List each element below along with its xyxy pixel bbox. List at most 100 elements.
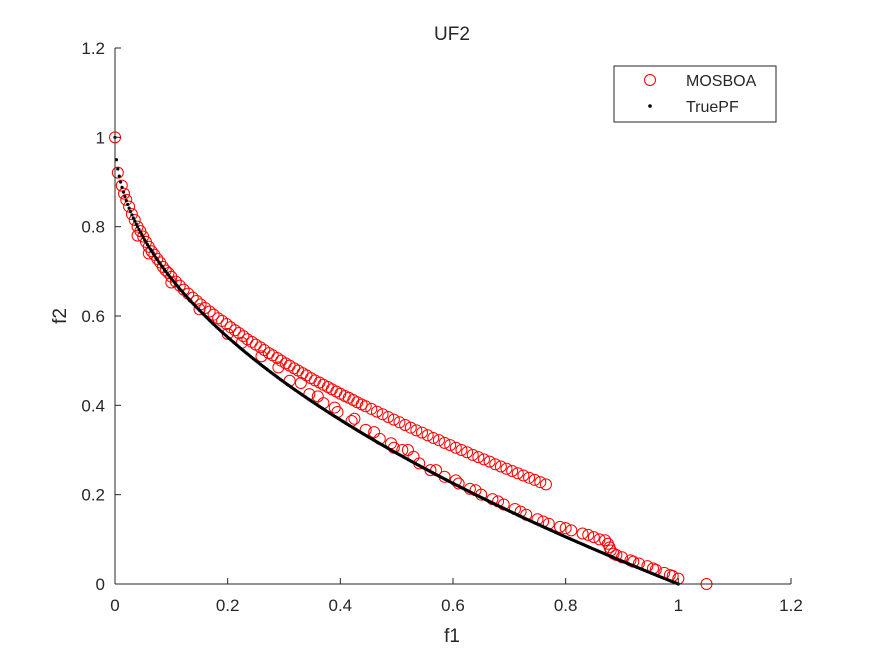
truepf-point bbox=[124, 198, 128, 203]
truepf-point bbox=[131, 216, 135, 220]
x-tick-label: 0 bbox=[110, 596, 119, 615]
mosboa-point bbox=[148, 248, 161, 261]
mosboa-point bbox=[559, 522, 572, 535]
x-tick-label: 1 bbox=[674, 596, 683, 615]
x-tick-label: 1.2 bbox=[779, 596, 803, 615]
mosboa-point bbox=[565, 524, 578, 537]
legend-marker-truepf bbox=[648, 104, 652, 108]
mosboa-point bbox=[254, 341, 267, 354]
truepf-point bbox=[119, 180, 123, 184]
mosboa-point bbox=[125, 208, 138, 221]
mosboa-point bbox=[539, 478, 552, 491]
truepf-point bbox=[143, 238, 147, 242]
mosboa-point bbox=[199, 301, 212, 314]
plot-area bbox=[109, 131, 713, 590]
mosboa-point bbox=[255, 350, 268, 363]
mosboa-point bbox=[272, 361, 285, 374]
mosboa-point bbox=[593, 533, 606, 546]
mosboa-point bbox=[118, 187, 131, 200]
mosboa-point bbox=[494, 460, 507, 473]
mosboa-point bbox=[599, 534, 612, 547]
x-tick-label: 0.2 bbox=[216, 596, 240, 615]
mosboa-point bbox=[120, 193, 133, 206]
truepf-point bbox=[116, 167, 120, 171]
mosboa-point bbox=[376, 408, 389, 421]
mosboa-point bbox=[461, 446, 474, 459]
legend-label-mosboa: MOSBOA bbox=[686, 73, 757, 90]
legend-box bbox=[613, 65, 777, 123]
y-axis-label: f2 bbox=[50, 308, 71, 324]
mosboa-point bbox=[582, 528, 595, 541]
truepf-point bbox=[134, 222, 138, 226]
mosboa-point bbox=[359, 400, 372, 413]
mosboa-point bbox=[370, 405, 383, 418]
mosboa-point bbox=[404, 421, 417, 434]
truepf-point bbox=[140, 233, 144, 237]
y-tick-label: 0.6 bbox=[81, 307, 105, 326]
mosboa-point bbox=[416, 426, 429, 439]
mosboa-point bbox=[193, 303, 206, 316]
mosboa-point bbox=[410, 424, 423, 437]
mosboa-point bbox=[432, 434, 445, 447]
mosboa-point bbox=[477, 453, 490, 466]
mosboa-point bbox=[472, 451, 485, 464]
mosboa-point bbox=[466, 448, 479, 461]
y-tick-label: 1.2 bbox=[81, 39, 105, 58]
x-axis-label: f1 bbox=[444, 626, 460, 647]
truepf-point bbox=[127, 206, 131, 210]
mosboa-point bbox=[528, 473, 541, 486]
mosboa-point bbox=[220, 318, 233, 331]
truepf-point bbox=[137, 227, 141, 232]
y-tick-label: 0.8 bbox=[81, 218, 105, 237]
truepf-point bbox=[145, 242, 150, 247]
truepf-point bbox=[138, 230, 143, 234]
mosboa-point bbox=[554, 520, 567, 533]
truepf-point bbox=[123, 194, 127, 199]
mosboa-point bbox=[382, 410, 395, 423]
x-tick-label: 0.6 bbox=[441, 596, 465, 615]
mosboa-point bbox=[393, 416, 406, 429]
mosboa-point bbox=[294, 377, 307, 389]
truepf-point bbox=[135, 225, 140, 229]
mosboa-point bbox=[151, 252, 164, 265]
truepf-point bbox=[126, 202, 130, 207]
mosboa-point bbox=[348, 412, 361, 425]
mosboa-point bbox=[173, 279, 186, 292]
mosboa-point bbox=[489, 458, 502, 471]
x-tick-label: 0.8 bbox=[554, 596, 578, 615]
x-tick-label: 0.4 bbox=[329, 596, 353, 615]
mosboa-point bbox=[506, 464, 519, 477]
mosboa-point bbox=[587, 531, 600, 544]
axes: 0 0.2 0.4 0.6 0.8 1 1.2 0 0.2 0.4 0.6 0.8 1 1.2 bbox=[81, 39, 802, 615]
truepf-point bbox=[133, 219, 137, 223]
mosboa-point bbox=[511, 467, 524, 480]
mosboa-point bbox=[212, 312, 225, 325]
mosboa-point bbox=[128, 213, 141, 226]
mosboa-point bbox=[245, 335, 258, 348]
mosboa-point bbox=[483, 455, 496, 468]
mosboa-point bbox=[368, 426, 381, 439]
mosboa-point bbox=[523, 471, 536, 484]
mosboa-point bbox=[517, 469, 530, 482]
mosboa-point bbox=[387, 413, 400, 426]
legend-label-truepf: TruePF bbox=[686, 99, 739, 116]
mosboa-point bbox=[169, 275, 182, 288]
mosboa-point bbox=[207, 308, 220, 321]
truepf-point bbox=[114, 158, 119, 162]
y-tick-label: 0.2 bbox=[81, 486, 105, 505]
mosboa-point bbox=[455, 444, 468, 456]
mosboa-point bbox=[438, 436, 451, 449]
y-tick-label: 0 bbox=[96, 575, 105, 594]
mosboa-point bbox=[576, 527, 589, 540]
truepf-point bbox=[130, 213, 134, 217]
mosboa-point bbox=[328, 401, 341, 414]
truepf-point bbox=[117, 174, 121, 178]
mosboa-point bbox=[427, 431, 440, 444]
mosboa-point bbox=[237, 330, 250, 343]
truepf-point bbox=[144, 240, 148, 244]
mosboa-point bbox=[421, 429, 434, 442]
mosboa-point bbox=[145, 245, 158, 258]
mosboa-point bbox=[500, 462, 513, 475]
x-axis-ticks: 0 0.2 0.4 0.6 0.8 1 1.2 bbox=[110, 578, 803, 615]
mosboa-point bbox=[444, 439, 457, 452]
